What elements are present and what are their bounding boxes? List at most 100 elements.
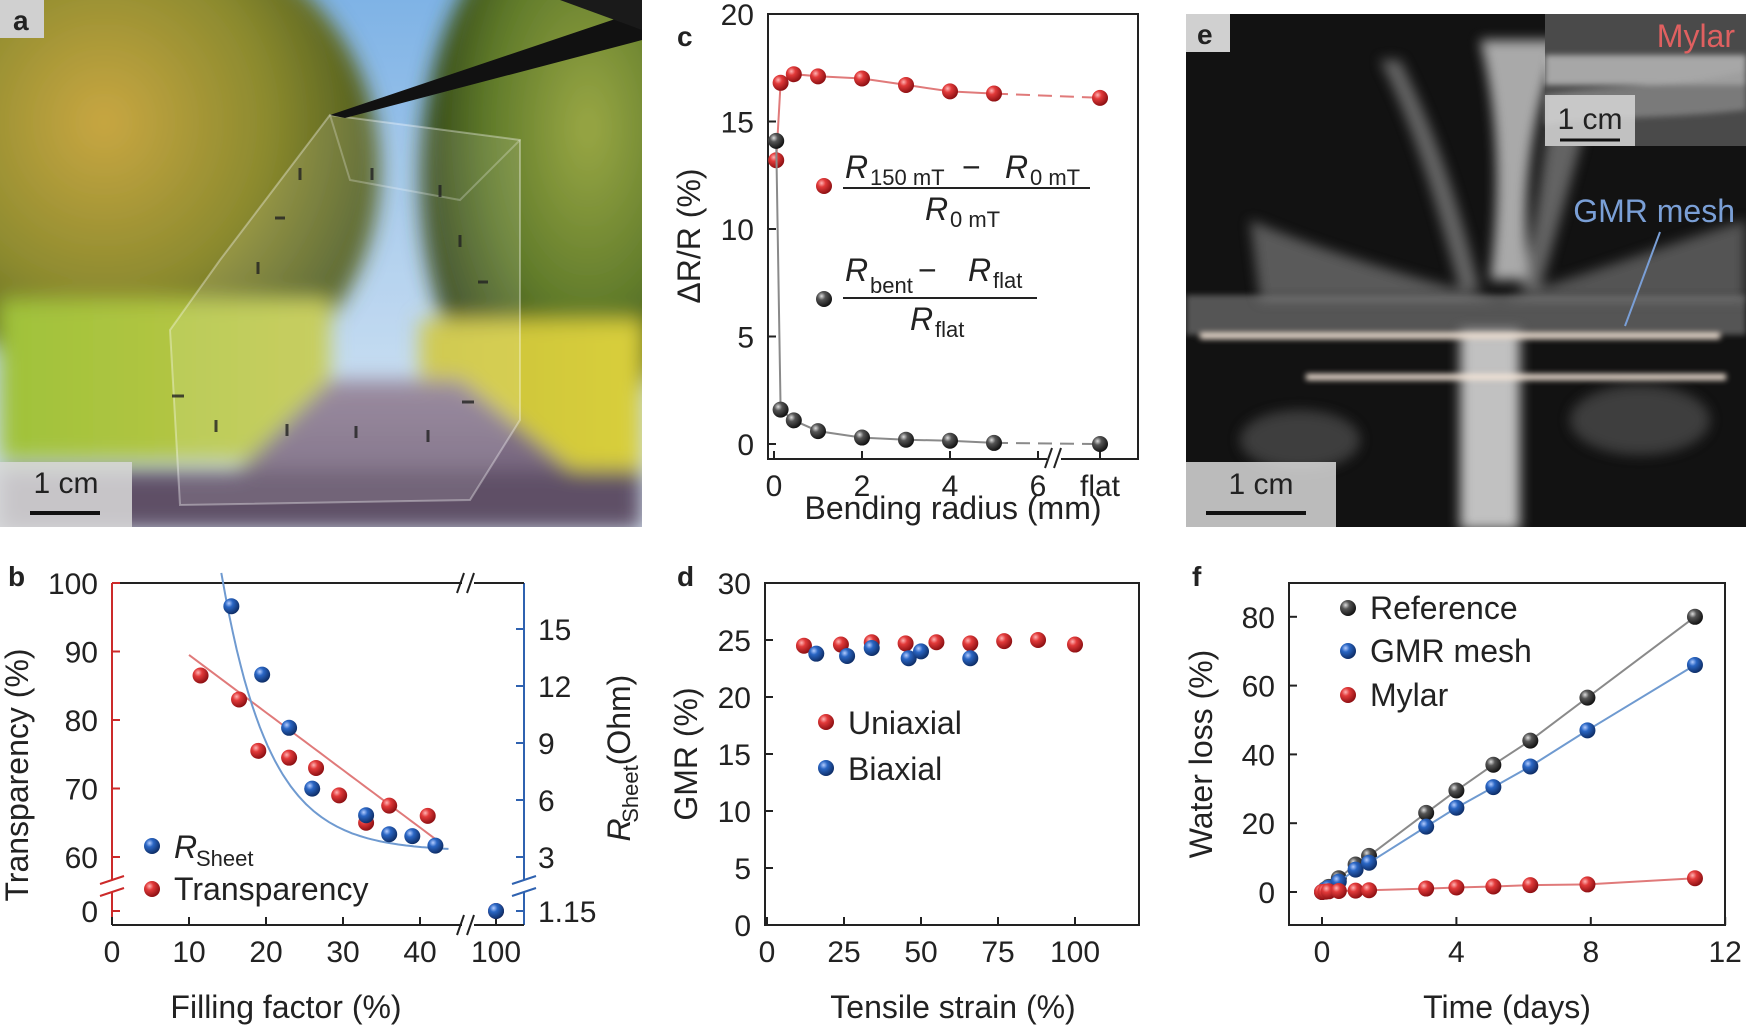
data-point-biaxial	[913, 643, 929, 660]
data-point-transparency	[250, 742, 267, 759]
y-tick-label-right: 6	[538, 785, 555, 818]
data-point-magnetic	[785, 66, 802, 83]
y-tick-label: 20	[1242, 808, 1275, 841]
data-point-gmr-mesh	[1579, 722, 1596, 739]
fit-line-transparency	[188, 654, 437, 840]
data-point-mylar	[1330, 882, 1347, 899]
x-tick-label: 100	[471, 936, 521, 969]
data-point-rsheet	[381, 826, 398, 843]
x-axis-label: Bending radius (mm)	[805, 490, 1102, 526]
data-point-gmr-mesh	[1418, 818, 1435, 835]
y-tick-label-left: 90	[65, 637, 98, 670]
legend-uniaxial: Uniaxial	[848, 705, 962, 741]
y-axis-label: GMR (%)	[668, 687, 704, 820]
legend-marker-black	[1340, 600, 1356, 616]
panel-c: c 0 2 4 6 flat 0 5 10 15 20 Bending radius (mm) Δ…	[671, 0, 1139, 526]
x-tick-label: 40	[403, 936, 436, 969]
y-tick-label: 0	[734, 910, 751, 943]
axis-break-mark	[99, 875, 125, 885]
x-tick-label: 50	[904, 936, 937, 969]
inset-label-mylar: Mylar	[1657, 18, 1736, 54]
legend-den: R	[925, 191, 948, 227]
axis-break-mark	[456, 914, 465, 936]
panel-b: b 0 10 20 30 40 100 0 60 70 80 90 100 1.15 3 6 9 12 15 Fi…	[0, 561, 643, 1025]
series-line-magnetic-break	[993, 92, 1101, 99]
panel-f: f 0 4 8 12 0 20 40 60 80 Time (days) Water loss …	[1183, 561, 1742, 1025]
plot-frame	[764, 582, 1140, 926]
y-axis-label-right: R Sheet (Ohm)	[601, 675, 643, 842]
data-point-bending	[768, 132, 785, 149]
x-tick-label: 0	[759, 936, 776, 969]
panel-label-d: d	[677, 561, 694, 592]
data-point-magnetic	[986, 85, 1002, 102]
data-point-bending	[810, 423, 826, 440]
legend-minus: −	[918, 252, 937, 288]
data-point-mylar	[1361, 882, 1378, 899]
data-point-bending	[898, 431, 914, 448]
x-tick-label: 0	[766, 470, 783, 503]
series-line-mylar	[1321, 877, 1696, 893]
legend-f: Reference GMR mesh Mylar	[1340, 590, 1532, 713]
data-point-transparency	[231, 691, 248, 708]
legend-formula-bending: R bent − R flat R flat	[816, 252, 1037, 342]
panel-e: e Mylar 1 cm GMR mesh 1 cm	[1186, 14, 1746, 527]
data-point-uniaxial	[1030, 632, 1047, 648]
data-point-transparency	[331, 787, 348, 804]
data-point-mylar	[1522, 877, 1539, 894]
y-tick-label-right: 9	[538, 728, 555, 761]
legend-den: R	[910, 301, 933, 337]
axis-break-mark	[99, 887, 125, 897]
y-tick-label: 40	[1242, 739, 1275, 772]
data-point-transparency	[192, 667, 209, 684]
scalebar-bg	[1186, 462, 1336, 527]
series-line-magnetic	[775, 73, 995, 161]
legend-marker-red	[1340, 687, 1356, 703]
data-point-magnetic	[854, 70, 870, 87]
x-tick-label: 2	[854, 470, 871, 503]
x-axis-label: Time (days)	[1423, 989, 1591, 1025]
scalebar-label-a: 1 cm	[33, 467, 98, 500]
x-tick-label: 12	[1709, 936, 1742, 969]
y-tick-label-right: 12	[538, 671, 571, 704]
scalebar-label-e: 1 cm	[1228, 468, 1293, 501]
data-point-rsheet	[427, 837, 444, 854]
data-point-uniaxial	[897, 635, 914, 652]
y-tick-label: 5	[734, 853, 751, 886]
data-point-magnetic	[898, 76, 914, 93]
data-point-bending	[986, 434, 1002, 451]
svg-text:(Ohm): (Ohm)	[601, 675, 637, 766]
y-tick-label: 5	[737, 322, 754, 355]
data-point-biaxial	[839, 647, 856, 664]
x-tick-label: 0	[1314, 936, 1331, 969]
x-axis-label: Tensile strain (%)	[830, 989, 1075, 1025]
data-point-reference	[1522, 732, 1539, 749]
y-tick-label: 15	[718, 739, 751, 772]
data-point-uniaxial	[928, 634, 945, 651]
x-tick-label: 6	[1030, 470, 1047, 503]
photo-transparent-film	[0, 0, 642, 527]
y-tick-label: 20	[721, 0, 754, 32]
data-point-uniaxial	[962, 635, 979, 652]
data-point-reference	[1579, 689, 1596, 706]
data-point-biaxial	[962, 650, 979, 667]
legend-rsheet-sub: Sheet	[196, 846, 254, 871]
legend-b: R Sheet Transparency	[144, 829, 368, 907]
y-tick-label: 80	[1242, 602, 1275, 635]
data-point-rsheet	[488, 903, 504, 919]
legend-mylar: Mylar	[1370, 677, 1449, 713]
axis-break-mark	[456, 572, 465, 594]
x-tick-label: 0	[104, 936, 121, 969]
data-point-mylar	[1448, 879, 1465, 896]
svg-text:Sheet: Sheet	[618, 765, 643, 823]
panel-a: a 1 cm	[0, 0, 642, 527]
data-point-reference	[1448, 782, 1465, 799]
panel-label-a: a	[13, 5, 29, 36]
y-tick-label-right: 1.15	[538, 896, 596, 929]
svg-text:R: R	[601, 818, 637, 841]
legend-den-sub: 0 mT	[950, 207, 1000, 232]
y-axis-label: ΔR/R (%)	[671, 168, 707, 303]
data-point-reference	[1485, 756, 1502, 773]
data-point-uniaxial	[996, 633, 1013, 650]
photo-vapor-plume	[1186, 14, 1746, 527]
